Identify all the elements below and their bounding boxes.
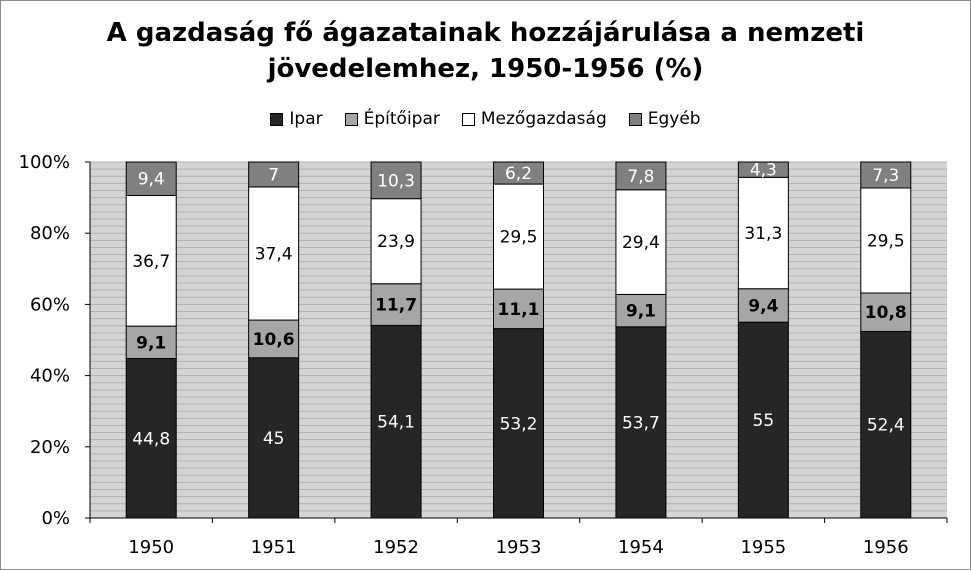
data-label: 29,4 — [622, 233, 660, 253]
y-tick-label: 100% — [19, 152, 70, 173]
y-tick-label: 60% — [30, 294, 70, 315]
bar-segment — [125, 161, 177, 196]
legend-label-ipar: Ipar — [289, 109, 323, 129]
bar-segment — [860, 292, 912, 332]
x-tick-label: 1956 — [863, 537, 909, 558]
chart-title-line-2: jövedelemhez, 1950-1956 (%) — [267, 54, 704, 84]
legend-swatch-epitoipar — [344, 112, 358, 126]
bar-segment — [860, 330, 912, 519]
data-label: 10,6 — [253, 330, 295, 350]
data-label: 11,7 — [375, 296, 417, 316]
data-label: 53,2 — [500, 414, 538, 434]
bar-segment — [248, 357, 300, 519]
data-label: 7,3 — [872, 166, 899, 186]
bar-segment — [248, 319, 300, 359]
legend-label-epitoipar: Építőipar — [363, 109, 440, 129]
chart-title: A gazdaság fő ágazatainak hozzájárulása … — [1, 15, 970, 87]
data-label: 45 — [263, 429, 285, 449]
bar-segment — [737, 176, 789, 290]
data-label: 29,5 — [867, 231, 905, 251]
data-label: 9,1 — [136, 333, 166, 353]
data-label: 54,1 — [377, 413, 415, 433]
bar-segment — [370, 161, 422, 200]
bar-segment — [370, 324, 422, 519]
x-tick-label: 1953 — [496, 537, 542, 558]
bar-segment — [615, 189, 667, 295]
data-label: 53,7 — [622, 413, 660, 433]
y-tick-label: 40% — [30, 366, 70, 387]
data-label: 4,3 — [750, 161, 777, 181]
bar-segment — [493, 161, 544, 185]
y-tick-label: 80% — [30, 223, 70, 244]
data-label: 31,3 — [744, 224, 782, 244]
data-label: 23,9 — [377, 232, 415, 252]
y-tick-label: 0% — [41, 508, 70, 529]
bar-segment — [248, 186, 300, 321]
legend-item-ipar: Ipar — [270, 109, 323, 129]
legend-swatch-ipar — [270, 112, 284, 126]
bar-segment — [860, 161, 912, 189]
bar-segment — [493, 183, 544, 290]
x-tick-label: 1950 — [128, 537, 174, 558]
data-label: 6,2 — [505, 164, 532, 184]
x-tick-label: 1952 — [373, 537, 419, 558]
legend-swatch-mezogazdasag — [461, 112, 475, 126]
y-tick-label: 20% — [30, 437, 70, 458]
data-label: 9,4 — [748, 296, 778, 316]
bar-segment — [737, 321, 789, 519]
legend-item-epitoipar: Építőipar — [344, 109, 440, 129]
data-label: 10,8 — [865, 303, 907, 323]
data-label: 10,3 — [377, 171, 415, 191]
data-label: 36,7 — [132, 252, 170, 272]
bar-segment — [615, 293, 667, 328]
bar-segment — [493, 288, 544, 330]
x-tick-label: 1951 — [251, 537, 297, 558]
legend-label-mezogazdasag: Mezőgazdaság — [480, 109, 607, 129]
data-label: 29,5 — [500, 228, 538, 248]
bar-segment — [125, 194, 177, 327]
bar-segment — [370, 283, 422, 326]
legend-swatch-egyeb — [628, 112, 642, 126]
data-label: 55 — [753, 411, 775, 431]
data-label: 37,4 — [255, 244, 293, 264]
legend-item-egyeb: Egyéb — [628, 109, 701, 129]
x-tick-label: 1955 — [740, 537, 786, 558]
data-label: 11,1 — [498, 300, 540, 320]
data-label: 9,1 — [626, 302, 656, 322]
x-tick-label: 1954 — [618, 537, 664, 558]
chart-legend: Ipar Építőipar Mezőgazdaság Egyéb — [1, 109, 970, 129]
bar-segment — [860, 187, 912, 294]
bar-segment — [248, 161, 300, 188]
data-label: 7,8 — [627, 167, 654, 187]
legend-item-mezogazdasag: Mezőgazdaság — [461, 109, 607, 129]
bar-segment — [737, 161, 789, 178]
bar-segment — [615, 161, 667, 191]
data-label: 9,4 — [138, 170, 165, 190]
data-label: 52,4 — [867, 416, 905, 436]
bar-segment — [493, 328, 544, 519]
data-label: 7 — [268, 165, 279, 185]
chart-title-line-1: A gazdaság fő ágazatainak hozzájárulása … — [106, 18, 865, 48]
legend-label-egyeb: Egyéb — [647, 109, 701, 129]
bar-segment — [125, 358, 177, 519]
data-label: 44,8 — [132, 429, 170, 449]
